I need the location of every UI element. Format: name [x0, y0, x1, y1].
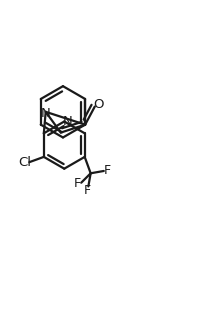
- Text: Cl: Cl: [18, 156, 31, 169]
- Text: N: N: [62, 115, 72, 128]
- Text: F: F: [74, 177, 81, 190]
- Text: F: F: [104, 164, 111, 178]
- Text: F: F: [84, 184, 91, 197]
- Text: O: O: [93, 98, 104, 111]
- Text: N: N: [41, 107, 51, 120]
